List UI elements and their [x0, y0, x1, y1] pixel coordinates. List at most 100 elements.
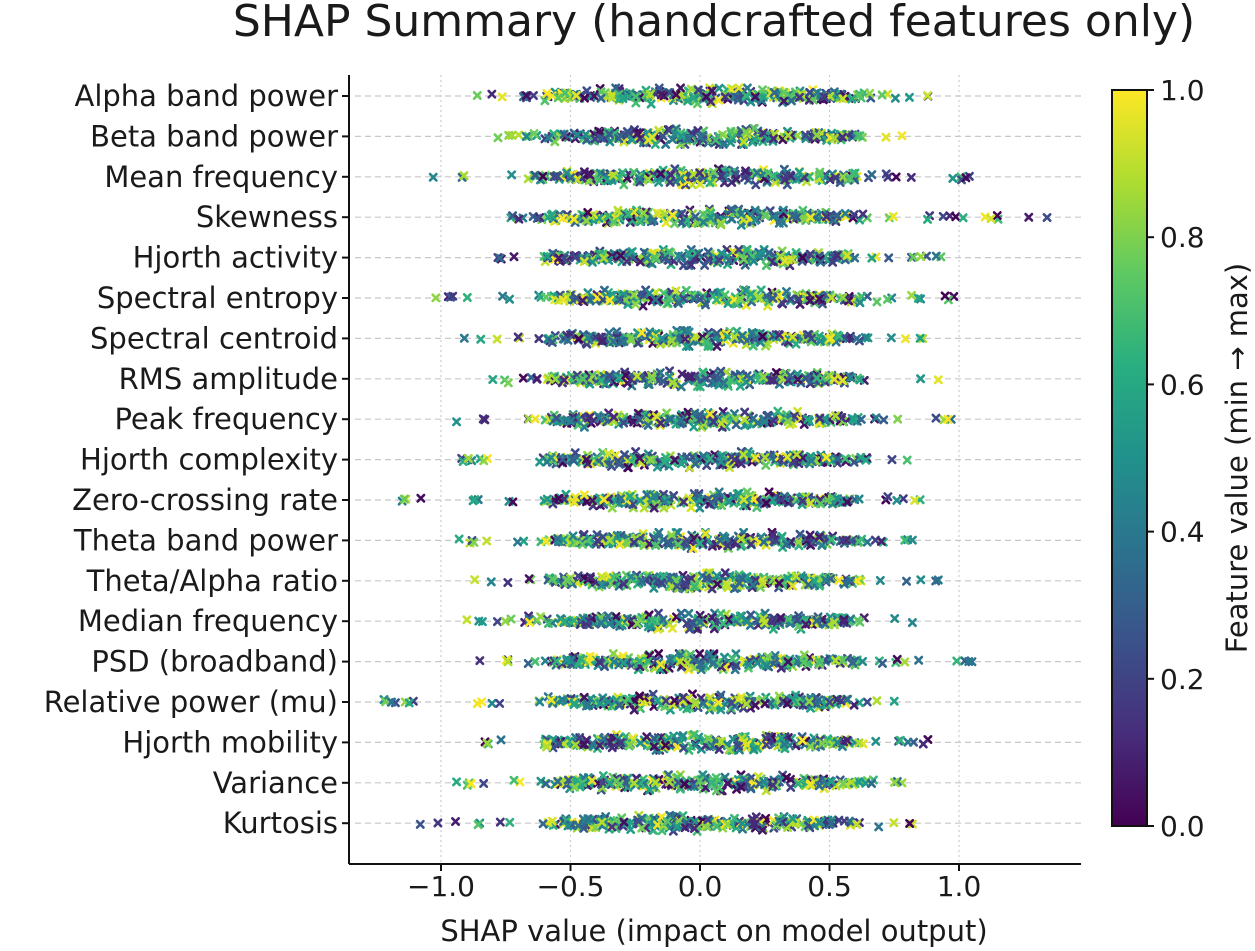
- shap-point: [495, 817, 505, 827]
- shap-point: [881, 132, 891, 142]
- shap-point: [779, 87, 789, 97]
- shap-point: [540, 96, 550, 106]
- shap-point: [779, 96, 789, 106]
- y-tick-label: Theta/Alpha ratio: [86, 564, 338, 598]
- shap-point: [874, 822, 884, 832]
- shap-point: [646, 99, 656, 109]
- shap-point: [492, 334, 502, 344]
- shap-point: [679, 261, 689, 271]
- shap-point: [769, 87, 779, 97]
- y-tick-label: Hjorth activity: [133, 241, 338, 275]
- shap-point: [890, 614, 900, 624]
- shap-point: [914, 655, 924, 665]
- y-tick-label: Hjorth complexity: [80, 443, 338, 477]
- shap-point: [872, 297, 882, 307]
- shap-point: [889, 696, 899, 706]
- shap-point: [693, 85, 703, 95]
- shap-point: [739, 137, 749, 147]
- shap-point: [907, 618, 917, 628]
- y-tick-label: Alpha band power: [75, 79, 339, 113]
- shap-point: [665, 88, 675, 98]
- shap-point: [671, 90, 681, 100]
- shap-point: [714, 83, 724, 93]
- shap-point: [654, 649, 664, 659]
- shap-point: [786, 782, 796, 792]
- shap-point: [553, 93, 563, 103]
- shap-point: [794, 92, 804, 102]
- shap-point: [855, 131, 865, 141]
- shap-point: [647, 132, 657, 142]
- shap-point: [812, 130, 822, 140]
- shap-point: [562, 88, 572, 98]
- shap-point: [589, 91, 599, 101]
- shap-point: [758, 85, 768, 95]
- shap-point: [632, 129, 642, 139]
- shap-point: [581, 129, 591, 139]
- shap-point: [749, 123, 759, 133]
- shap-point: [781, 287, 791, 297]
- shap-point: [493, 133, 503, 143]
- shap-point: [904, 92, 914, 102]
- shap-point: [523, 174, 533, 184]
- shap-point: [877, 90, 887, 100]
- shap-point: [740, 407, 750, 417]
- shap-point: [497, 92, 507, 102]
- shap-point: [750, 92, 760, 102]
- shap-point: [791, 339, 801, 349]
- shap-point: [454, 534, 464, 544]
- shap-point: [720, 92, 730, 102]
- shap-point: [645, 89, 655, 99]
- shap-point: [758, 128, 768, 138]
- shap-point: [783, 130, 793, 140]
- shap-point: [653, 608, 663, 618]
- shap-point: [688, 93, 698, 103]
- shap-point: [582, 86, 592, 96]
- shap-point: [719, 652, 729, 662]
- shap-point: [718, 130, 728, 140]
- shap-point: [801, 130, 811, 140]
- shap-point: [488, 375, 498, 385]
- shap-point: [479, 778, 489, 788]
- shap-point: [906, 172, 916, 182]
- shap-point: [475, 656, 485, 666]
- shap-point: [614, 133, 624, 143]
- shap-point: [607, 503, 617, 513]
- shap-point: [734, 83, 744, 93]
- chart-title: SHAP Summary (handcrafted features only): [233, 0, 1195, 47]
- shap-point: [933, 375, 943, 385]
- shap-point: [786, 96, 796, 106]
- shap-point: [571, 90, 581, 100]
- shap-point: [521, 131, 531, 141]
- shap-point: [948, 173, 958, 183]
- shap-point: [897, 131, 907, 141]
- shap-point: [879, 415, 889, 425]
- y-tick-label: Spectral entropy: [97, 281, 338, 315]
- shap-point: [631, 91, 641, 101]
- shap-point: [918, 739, 928, 749]
- shap-point: [854, 90, 864, 100]
- shap-point: [742, 83, 752, 93]
- y-tick-label: Skewness: [196, 200, 338, 234]
- shap-point: [631, 98, 641, 108]
- shap-point: [542, 88, 552, 98]
- shap-point: [758, 92, 768, 102]
- shap-point: [837, 132, 847, 142]
- shap-point: [536, 612, 546, 622]
- shap-point: [676, 131, 686, 141]
- shap-point: [572, 130, 582, 140]
- shap-point: [518, 373, 528, 383]
- shap-point: [614, 174, 624, 184]
- y-tick-label: Theta band power: [73, 523, 338, 557]
- y-tick-label: Zero-crossing rate: [72, 483, 338, 517]
- shap-point: [528, 91, 538, 101]
- shap-point: [855, 617, 865, 627]
- shap-point: [890, 93, 900, 103]
- shap-point: [684, 134, 694, 144]
- shap-point: [923, 91, 933, 101]
- shap-point: [580, 93, 590, 103]
- shap-point: [931, 413, 941, 423]
- shap-point: [618, 94, 628, 104]
- shap-point: [509, 252, 519, 262]
- shap-point: [529, 129, 539, 139]
- shap-point: [521, 91, 531, 101]
